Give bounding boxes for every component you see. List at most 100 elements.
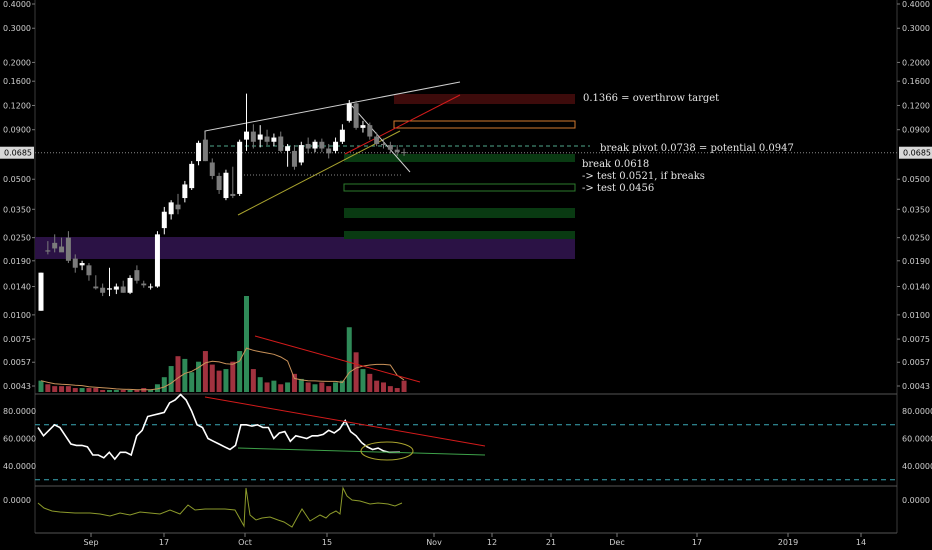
time-tick-label: 15 (322, 538, 332, 547)
osc-tick-label-left: 0.0000 (3, 496, 31, 505)
rsi-tick-label-right: 40.0000 (902, 462, 932, 471)
zone-green-4 (344, 231, 575, 239)
volume-bar (285, 382, 291, 392)
volume-bar (216, 370, 222, 392)
candle-body (312, 141, 318, 149)
volume-bar (175, 356, 181, 392)
volume-bar (202, 351, 208, 392)
candle-body (339, 129, 345, 142)
price-tick-label-right: 0.0500 (902, 175, 930, 184)
volume-bar (72, 388, 78, 392)
price-tick-label-right: 0.0350 (902, 205, 930, 214)
time-tick-label: 17 (692, 538, 702, 547)
oscillator-line (37, 486, 403, 528)
candle-body (346, 103, 352, 121)
annotation-overthrow: 0.1366 = overthrow target (583, 93, 719, 104)
price-tick-label-right: 0.4000 (902, 0, 930, 9)
time-tick-label: Dec (609, 538, 624, 547)
candle-body (360, 125, 366, 128)
candle-body (374, 136, 380, 144)
volume-bar (339, 380, 345, 392)
candle-body (216, 175, 222, 191)
volume-bar (237, 351, 243, 392)
zone-green-2 (343, 183, 576, 192)
zone-green-1 (344, 154, 575, 162)
price-tick-label-right: 0.3000 (902, 24, 930, 33)
price-tick-label-right: 0.1200 (902, 101, 930, 110)
price-tick-label-left: 0.0350 (3, 205, 31, 214)
candle-body (285, 146, 291, 151)
time-tick-label: 17 (159, 538, 169, 547)
price-tick-label-right: 0.1600 (902, 77, 930, 86)
candle-body (401, 152, 407, 154)
candle-body (326, 148, 332, 154)
volume-bar (100, 390, 106, 392)
zone-green-3 (344, 208, 575, 218)
volume-bar (79, 388, 85, 392)
volume-bar (134, 390, 140, 392)
volume-bar (38, 380, 44, 392)
candle-body (100, 287, 106, 293)
volume-bar (250, 369, 256, 392)
volume-bar (401, 380, 407, 392)
candle-body (223, 172, 229, 199)
time-tick-label: Nov (426, 538, 442, 547)
volume-bar (154, 384, 160, 392)
candle-body (65, 237, 71, 261)
candle-body (127, 277, 133, 293)
oscillator-pane (37, 486, 403, 528)
zone-orange (393, 120, 576, 129)
annotation-break-pivot: break pivot 0.0738 = potential 0.0947 (600, 143, 794, 154)
annotation-break-1: break 0.0618 (582, 159, 649, 170)
candle-body (298, 145, 304, 163)
volume-bar (298, 378, 304, 392)
volume-bar (209, 364, 215, 392)
volume-bar (52, 386, 58, 392)
price-tick-label-left: 0.0043 (3, 382, 31, 391)
candle-body (367, 125, 373, 137)
price-tick-label-right: 0.0043 (902, 382, 930, 391)
volume-bar (230, 361, 236, 392)
candle-body (394, 149, 400, 153)
volume-bar (374, 380, 380, 392)
volume-bar (244, 296, 249, 392)
candle-body (72, 258, 78, 268)
volume-bar (168, 366, 174, 392)
volume-bar (223, 369, 229, 392)
volume-bar (353, 352, 359, 392)
candle-body (257, 134, 263, 140)
price-tick-label-left: 0.0190 (3, 257, 31, 266)
volume-bar (45, 384, 51, 392)
candle-body (202, 139, 208, 162)
price-tick-label-left: 0.2000 (3, 58, 31, 67)
candle-body (264, 136, 270, 142)
volume-bar (319, 382, 325, 392)
volume-bar (367, 373, 373, 392)
grid (34, 0, 898, 534)
volume-bar (387, 386, 393, 392)
volume-bar (271, 380, 277, 392)
trend-lines (204, 81, 590, 216)
price-tick-label-left: 0.0900 (3, 126, 31, 135)
price-tick-label-right: 0.0250 (902, 234, 930, 243)
breakout-line (344, 94, 461, 155)
volume-ma-line (40, 347, 405, 391)
price-tick-label-right: 0.2000 (902, 58, 930, 67)
rsi-tick-label-right: 60.0000 (902, 435, 932, 444)
volume-bar (65, 386, 71, 392)
candle-body (154, 234, 160, 287)
volume-bar (278, 384, 284, 392)
wedge-support-line (237, 130, 401, 216)
price-tick-label-left: 0.4000 (3, 0, 31, 9)
rsi-tick-label-left: 60.0000 (3, 435, 36, 444)
price-tick-label-left: 0.0140 (3, 283, 31, 292)
volume-bar (182, 358, 188, 392)
time-tick-label: 2019 (778, 538, 798, 547)
volume-bar (93, 388, 99, 392)
price-tick-label-right: 0.0100 (902, 311, 930, 320)
candle-body (333, 141, 339, 151)
candle-body (52, 242, 58, 249)
price-zones (35, 94, 576, 259)
volume-bar (291, 373, 297, 392)
